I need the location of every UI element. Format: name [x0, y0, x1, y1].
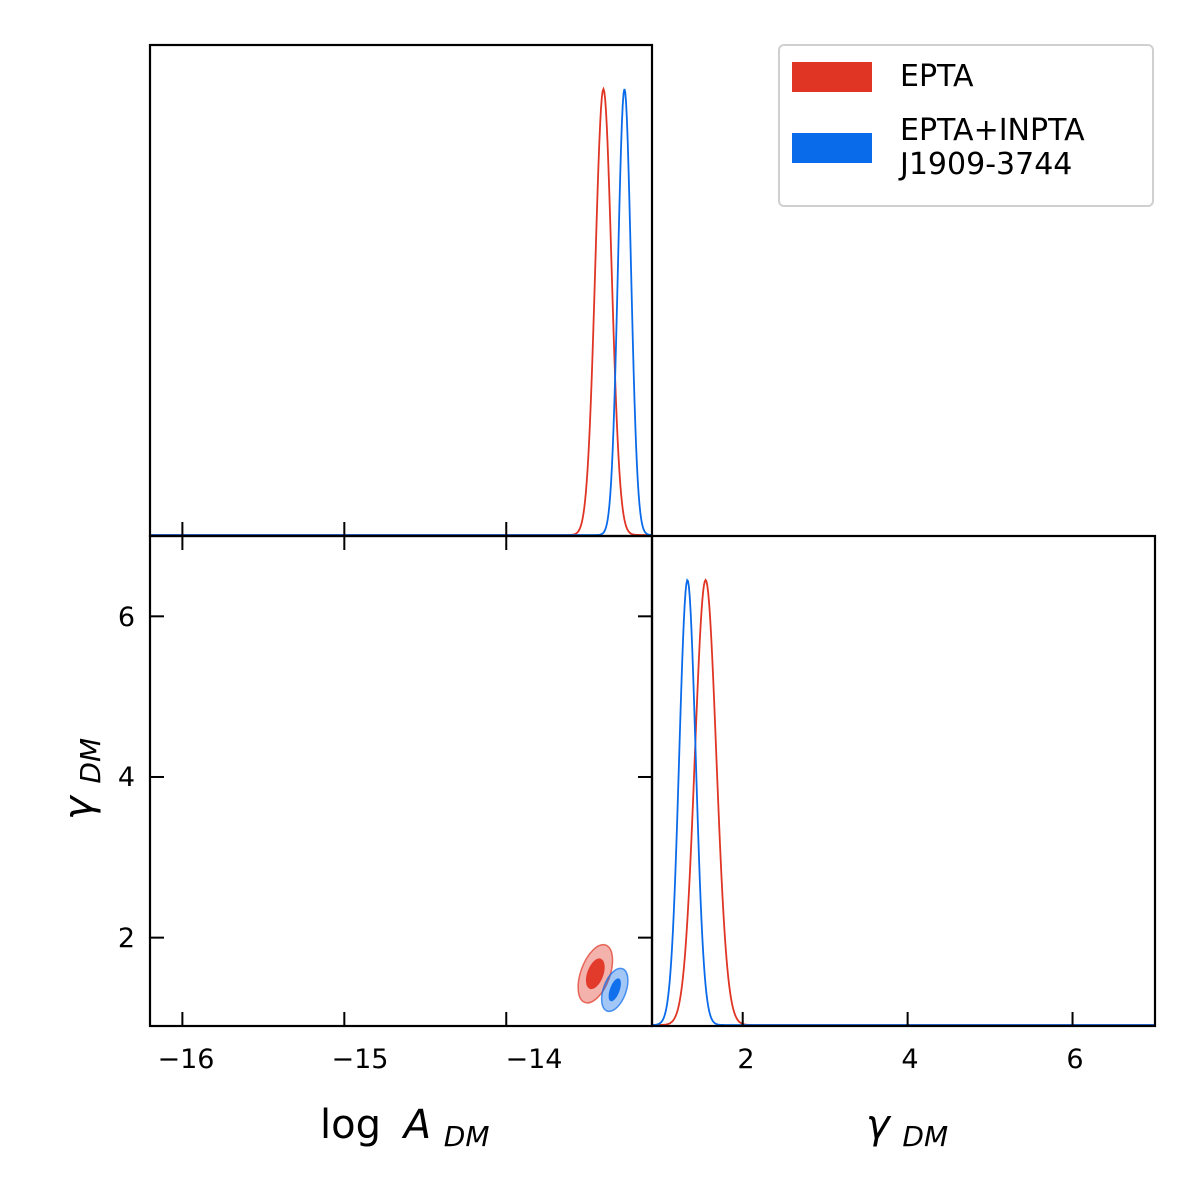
panel-frames	[148, 43, 1157, 1028]
tick-label-logA: −16	[158, 1044, 215, 1075]
tick-label-gamma-x: 6	[1066, 1044, 1083, 1075]
contour-68-epta-inpta	[608, 978, 621, 1002]
x-axis-label-logA-var: A	[401, 1102, 431, 1148]
panel-frame-tl	[148, 43, 654, 538]
tick-label-gamma-x: 4	[901, 1044, 918, 1075]
x-axis-label-logA: log A DM	[320, 1102, 490, 1153]
contour-layer	[577, 943, 629, 1013]
x-axis-label-logA-sub: DM	[444, 1120, 490, 1153]
x-axis-label-logA-main: log	[320, 1102, 381, 1148]
legend-swatch-epta-inpta	[792, 133, 872, 163]
panel-frame-br	[650, 534, 1157, 1028]
legend-item-epta-inpta: EPTA+INPTA J1909-3744	[792, 114, 1085, 182]
tick-label-gamma-y: 4	[118, 762, 135, 793]
logA-posterior-epta	[150, 86, 652, 536]
legend-swatch-epta	[792, 62, 872, 92]
gamma-posterior-epta-inpta	[651, 578, 1155, 1026]
tick-label-logA: −14	[506, 1044, 563, 1075]
tick-label-gamma-y: 2	[118, 923, 135, 954]
contour-68-epta	[585, 958, 605, 990]
x-axis-label-gamma-var: γ	[866, 1102, 892, 1148]
logA-posterior-epta-inpta	[150, 88, 653, 536]
tick-label-logA: −15	[332, 1044, 389, 1075]
panel-frame-bl	[148, 534, 654, 1028]
y-axis-label-gamma-var: γ	[56, 794, 102, 820]
gamma-posterior-epta	[652, 578, 1155, 1026]
tick-label-gamma-y: 6	[118, 602, 135, 633]
x-axis-label-gamma-sub: DM	[902, 1120, 948, 1153]
legend-label-epta: EPTA	[900, 59, 974, 94]
legend: EPTA EPTA+INPTA J1909-3744	[778, 44, 1154, 207]
y-axis-label-gamma: γ DM	[56, 738, 107, 820]
tick-marks	[150, 522, 1074, 1026]
y-axis-label-gamma-sub: DM	[74, 738, 107, 784]
legend-item-epta: EPTA	[792, 60, 974, 94]
tick-label-gamma-x: 2	[737, 1044, 754, 1075]
x-axis-label-gamma: γ DM	[866, 1102, 948, 1153]
legend-label-epta-inpta: EPTA+INPTA J1909-3744	[900, 113, 1085, 182]
